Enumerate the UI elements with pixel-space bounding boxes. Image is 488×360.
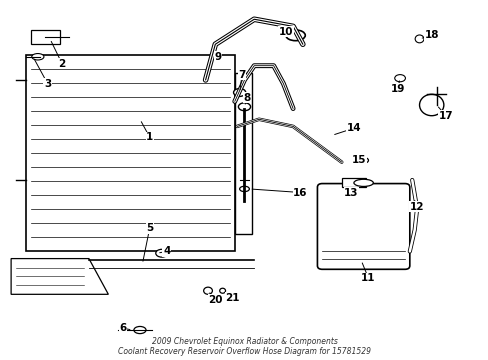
- Ellipse shape: [239, 186, 249, 192]
- Ellipse shape: [219, 288, 225, 293]
- Text: 19: 19: [390, 84, 404, 94]
- Text: 7: 7: [238, 69, 245, 80]
- Text: 13: 13: [344, 188, 358, 198]
- Text: 21: 21: [224, 293, 239, 303]
- Text: 2: 2: [59, 59, 66, 69]
- Polygon shape: [11, 258, 108, 294]
- Ellipse shape: [238, 103, 250, 111]
- Text: 8: 8: [243, 93, 250, 103]
- Text: 2009 Chevrolet Equinox Radiator & Components
Coolant Recovery Reservoir Overflow: 2009 Chevrolet Equinox Radiator & Compon…: [118, 337, 370, 356]
- Ellipse shape: [358, 157, 368, 163]
- Bar: [234, 73, 251, 234]
- Bar: [26, 55, 234, 251]
- Text: 3: 3: [44, 78, 51, 89]
- Ellipse shape: [156, 249, 167, 257]
- Ellipse shape: [32, 54, 44, 60]
- Text: 18: 18: [424, 30, 438, 40]
- Text: 20: 20: [208, 295, 222, 305]
- FancyBboxPatch shape: [317, 184, 409, 269]
- Bar: [30, 30, 60, 44]
- Text: 14: 14: [346, 123, 361, 133]
- Text: 10: 10: [278, 27, 292, 37]
- Text: 6: 6: [119, 323, 126, 333]
- Text: 17: 17: [438, 111, 453, 121]
- Ellipse shape: [233, 89, 245, 96]
- Ellipse shape: [394, 75, 405, 82]
- Ellipse shape: [134, 327, 146, 334]
- Text: 4: 4: [163, 247, 170, 256]
- Text: 11: 11: [361, 273, 375, 283]
- Text: 5: 5: [146, 223, 153, 233]
- Text: 15: 15: [351, 156, 365, 165]
- Text: 1: 1: [146, 132, 153, 142]
- Ellipse shape: [353, 179, 372, 186]
- Text: 12: 12: [409, 202, 424, 212]
- Ellipse shape: [419, 94, 443, 116]
- Bar: [341, 178, 366, 187]
- Ellipse shape: [203, 287, 212, 294]
- Ellipse shape: [414, 35, 423, 43]
- Text: 9: 9: [214, 52, 221, 62]
- Ellipse shape: [285, 30, 305, 41]
- Text: 16: 16: [293, 188, 307, 198]
